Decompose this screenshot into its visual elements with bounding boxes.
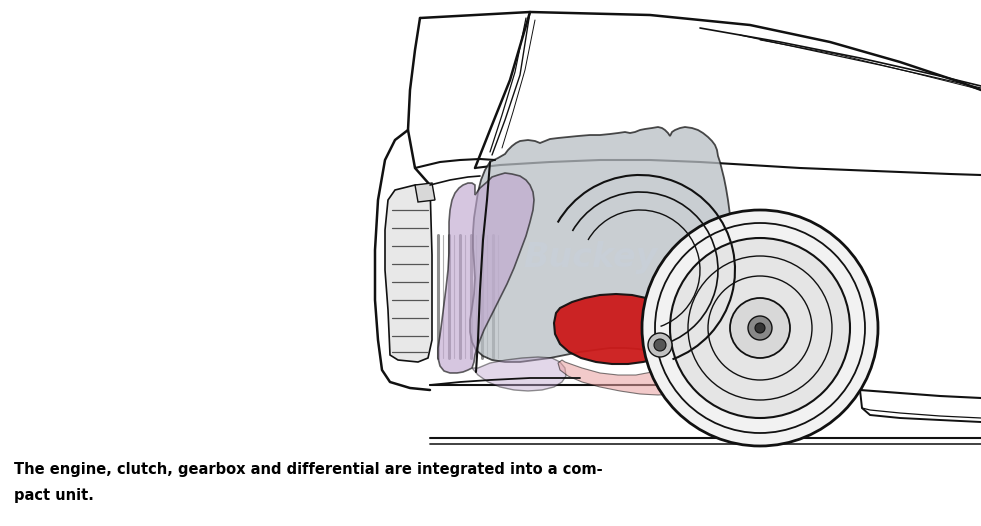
Polygon shape: [558, 355, 706, 395]
Circle shape: [755, 323, 765, 333]
Circle shape: [730, 298, 790, 358]
Polygon shape: [472, 357, 566, 391]
Text: The engine, clutch, gearbox and differential are integrated into a com-: The engine, clutch, gearbox and differen…: [14, 462, 602, 477]
Polygon shape: [648, 293, 720, 344]
Polygon shape: [554, 294, 678, 364]
Circle shape: [654, 339, 666, 351]
Polygon shape: [415, 183, 435, 202]
Polygon shape: [470, 127, 733, 362]
Circle shape: [670, 238, 850, 418]
Circle shape: [648, 333, 672, 357]
Polygon shape: [385, 185, 432, 362]
Circle shape: [748, 316, 772, 340]
Text: Buckey: Buckey: [523, 241, 657, 275]
Circle shape: [642, 210, 878, 446]
Polygon shape: [438, 173, 534, 373]
Text: pact unit.: pact unit.: [14, 488, 94, 503]
